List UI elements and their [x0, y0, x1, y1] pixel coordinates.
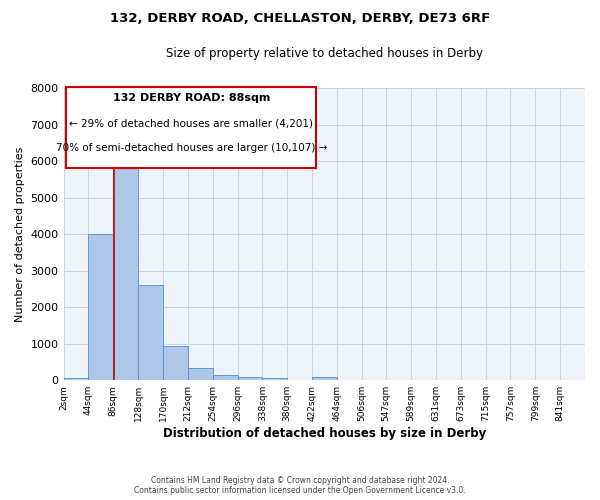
Text: ← 29% of detached houses are smaller (4,201): ← 29% of detached houses are smaller (4,… — [69, 118, 313, 128]
Bar — [64, 378, 88, 380]
Bar — [262, 378, 287, 380]
Title: Size of property relative to detached houses in Derby: Size of property relative to detached ho… — [166, 48, 483, 60]
Bar — [113, 141, 138, 380]
Text: 132, DERBY ROAD, CHELLASTON, DERBY, DE73 6RF: 132, DERBY ROAD, CHELLASTON, DERBY, DE73… — [110, 12, 490, 26]
Text: Contains HM Land Registry data © Crown copyright and database right 2024.
Contai: Contains HM Land Registry data © Crown c… — [134, 476, 466, 495]
Bar — [163, 346, 188, 380]
Bar — [66, 86, 316, 168]
Bar — [238, 378, 262, 380]
Bar — [212, 376, 238, 380]
Y-axis label: Number of detached properties: Number of detached properties — [15, 146, 25, 322]
Text: 70% of semi-detached houses are larger (10,107) →: 70% of semi-detached houses are larger (… — [56, 143, 327, 153]
Bar — [188, 368, 212, 380]
Bar — [88, 234, 113, 380]
Bar — [312, 378, 337, 380]
Text: 132 DERBY ROAD: 88sqm: 132 DERBY ROAD: 88sqm — [113, 94, 270, 104]
Bar — [138, 286, 163, 380]
X-axis label: Distribution of detached houses by size in Derby: Distribution of detached houses by size … — [163, 427, 486, 440]
